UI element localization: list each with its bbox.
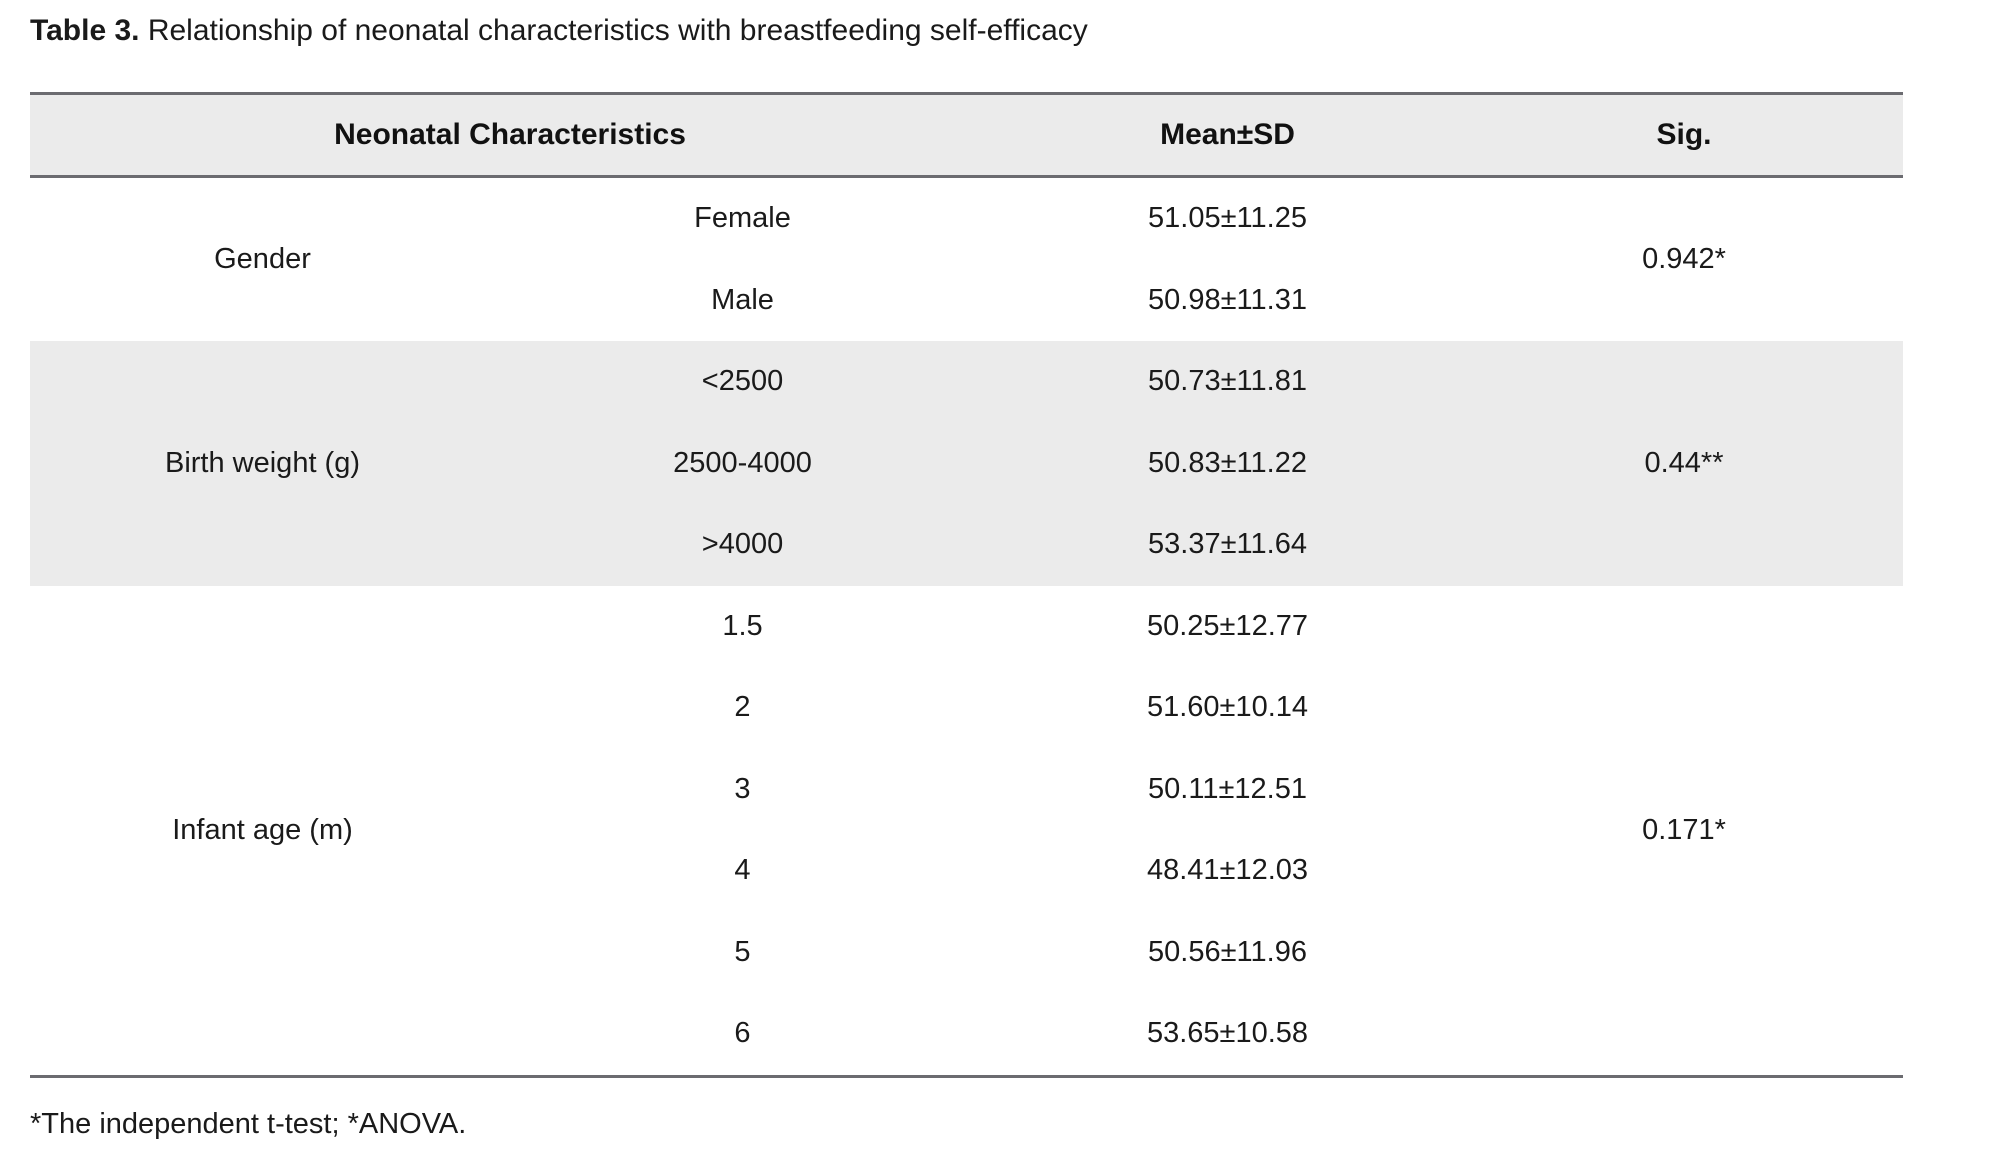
sig-infant-age: 0.171* bbox=[1642, 813, 1726, 846]
level-cell: Male bbox=[711, 283, 774, 316]
mean-sd-cell: 50.11±12.51 bbox=[1148, 772, 1307, 805]
table-row: Gender Female 51.05±11.25 0.942* bbox=[30, 177, 1903, 275]
mean-sd-cell: 50.98±11.31 bbox=[1148, 283, 1307, 316]
level-cell: 5 bbox=[734, 935, 751, 968]
table-caption-number: Table 3. bbox=[30, 14, 140, 47]
mean-sd-cell: 50.25±12.77 bbox=[1146, 609, 1309, 642]
table-row: 2500-4000 50.83±11.22 bbox=[30, 422, 1903, 504]
table-row: Infant age (m) 1.5 50.25±12.77 0.171* bbox=[30, 586, 1903, 846]
level-cell: 2500-4000 bbox=[495, 422, 990, 504]
mean-sd-cell: 51.60±10.14 bbox=[1146, 691, 1309, 724]
level-cell: 4 bbox=[734, 854, 751, 887]
table-row: Birth weight (g) <2500 50.73±11.81 0.44*… bbox=[30, 341, 1903, 586]
level-cell: 6 bbox=[734, 1017, 751, 1050]
table-row: >4000 53.37±11.64 bbox=[30, 504, 1903, 586]
header-sig: Sig. bbox=[1465, 92, 1903, 178]
table-footnote: *The independent t-test; *ANOVA. bbox=[30, 1108, 467, 1140]
table-row: 2 51.60±10.14 bbox=[30, 667, 1903, 749]
neonatal-characteristics-table: Neonatal Characteristics Mean±SD Sig. Ge… bbox=[30, 92, 1903, 1078]
header-mean-sd: Mean±SD bbox=[990, 92, 1465, 178]
mean-sd-cell: 51.05±11.25 bbox=[1148, 202, 1307, 235]
table-row: 5 50.56±11.96 bbox=[30, 912, 1903, 994]
table-row: 4 48.41±12.03 bbox=[30, 830, 1903, 912]
table-row: 6 53.65±10.58 bbox=[30, 993, 1903, 1076]
level-cell: 2 bbox=[734, 691, 751, 724]
table-row: 3 50.11±12.51 bbox=[30, 749, 1903, 831]
table-caption-text: Relationship of neonatal characteristics… bbox=[139, 14, 1088, 47]
level-cell: 1.5 bbox=[722, 609, 763, 642]
mean-sd-cell: 50.56±11.96 bbox=[1148, 935, 1307, 968]
header-neonatal-characteristics: Neonatal Characteristics bbox=[30, 92, 990, 178]
level-cell: 3 bbox=[734, 772, 751, 805]
level-cell: <2500 bbox=[495, 341, 990, 423]
header-row: Neonatal Characteristics Mean±SD Sig. bbox=[30, 92, 1903, 178]
mean-sd-cell: 53.65±10.58 bbox=[1146, 1017, 1309, 1050]
mean-sd-cell: 50.83±11.22 bbox=[990, 422, 1465, 504]
table-caption: Table 3. Relationship of neonatal charac… bbox=[30, 12, 1088, 50]
category-gender: Gender bbox=[214, 243, 311, 275]
level-cell: >4000 bbox=[495, 504, 990, 586]
mean-sd-cell: 48.41±12.03 bbox=[1146, 854, 1309, 887]
level-cell: Female bbox=[694, 202, 791, 235]
sig-gender: 0.942* bbox=[1642, 243, 1726, 275]
category-infant-age: Infant age (m) bbox=[172, 813, 353, 846]
table-row: Male 50.98±11.31 bbox=[30, 260, 1903, 342]
mean-sd-cell: 53.37±11.64 bbox=[990, 504, 1465, 586]
sig-birth-weight: 0.44** bbox=[1465, 341, 1903, 586]
mean-sd-cell: 50.73±11.81 bbox=[990, 341, 1465, 423]
category-birth-weight: Birth weight (g) bbox=[30, 341, 495, 586]
